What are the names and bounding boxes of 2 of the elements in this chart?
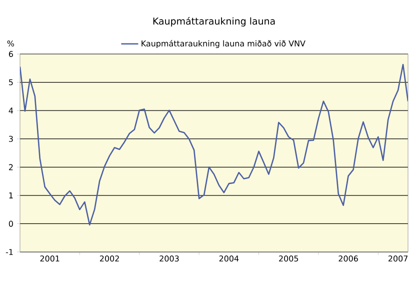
chart-title: Kaupmáttaraukning launa <box>153 16 275 27</box>
line-series <box>20 64 408 226</box>
